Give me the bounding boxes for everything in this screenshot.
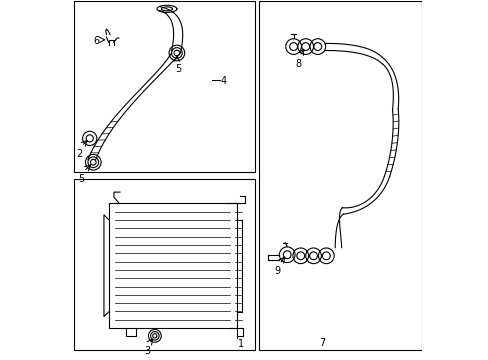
Text: 7: 7 [319, 338, 325, 348]
Text: 5: 5 [175, 64, 182, 75]
Text: 3: 3 [144, 346, 150, 356]
Text: 5: 5 [78, 174, 84, 184]
Text: 1: 1 [238, 339, 244, 349]
Text: 4: 4 [221, 76, 227, 86]
Text: 2: 2 [76, 149, 82, 159]
Text: 9: 9 [274, 266, 280, 276]
Text: 8: 8 [295, 59, 301, 69]
Text: 6: 6 [93, 36, 100, 46]
